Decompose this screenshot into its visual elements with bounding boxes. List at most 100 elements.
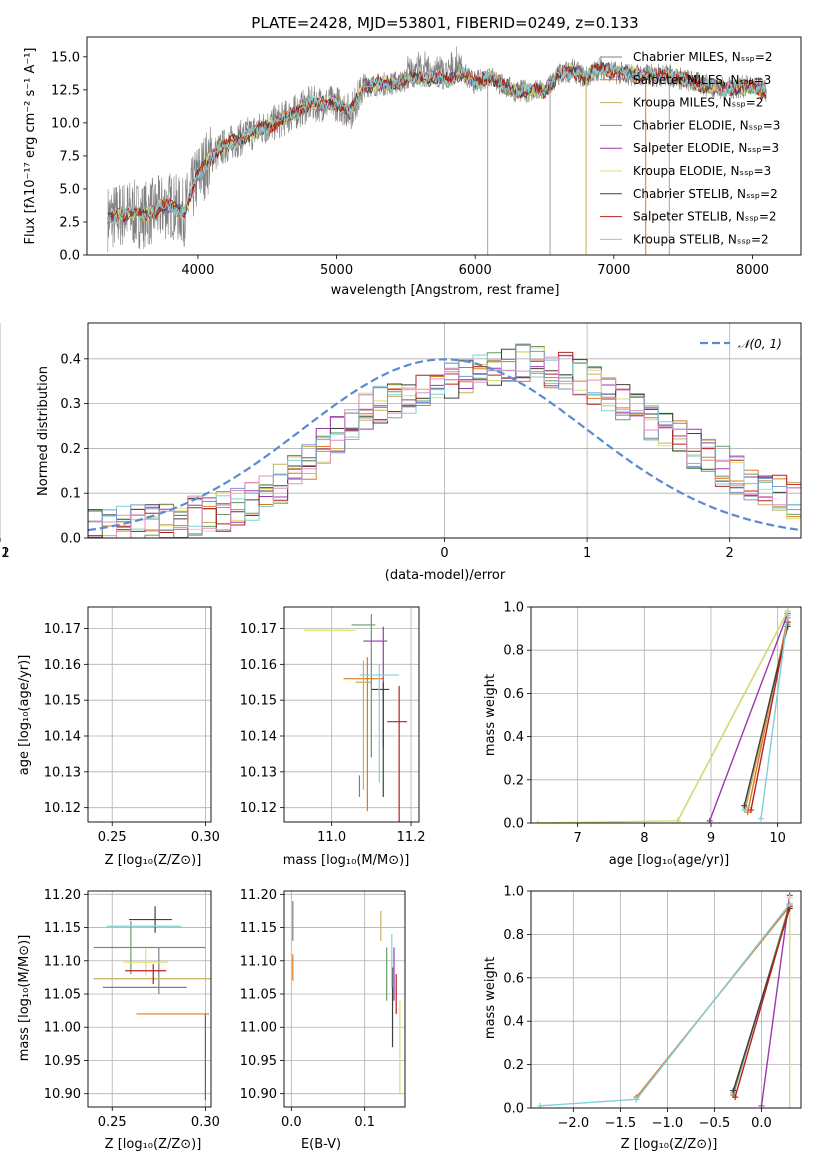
age-vs-z-panel: Z [log₁₀(Z/Z⊙)] age [log₁₀(age/yr)] 0.25… [17, 606, 220, 868]
y-tick-label: 11.15 [240, 921, 277, 936]
axes-frame [86, 36, 802, 256]
legend-label: Salpeter STELIB, Nₛₛₚ=2 [633, 210, 777, 224]
spectrum-xlabel: wavelength [Angstrom, rest frame] [331, 283, 560, 298]
y-tick-label: 0.4 [60, 352, 81, 367]
y-tick-label: 2.5 [59, 215, 80, 230]
y-tick-label: 15.0 [51, 50, 80, 65]
spectrum-lines [107, 46, 767, 255]
y-tick-label: 0.2 [503, 1058, 524, 1073]
y-tick-label: 10.13 [240, 765, 277, 780]
y-tick-label: 0.1 [60, 487, 81, 502]
weight-line [734, 906, 791, 1098]
y-tick-label: 10.15 [44, 694, 81, 709]
weight-line [747, 617, 789, 813]
weight-marker [730, 1087, 737, 1094]
age-vs-z-xlabel: Z [log₁₀(Z/Z⊙)] [105, 853, 202, 868]
x-tick-label: 0.30 [191, 1115, 220, 1130]
x-tick-label: 11.0 [317, 830, 346, 845]
x-tick-label: 8000 [736, 263, 769, 278]
x-tick-label: 8 [640, 831, 648, 846]
y-tick-label: 0.0 [59, 249, 80, 264]
weight-marker [786, 901, 793, 908]
weight-vs-age-panel: age [log₁₀(age/yr)] mass weight 7 8 9 10 0.0… [483, 601, 802, 868]
axes-frame [530, 890, 802, 1109]
y-tick-label: 11.20 [44, 888, 81, 903]
axes-frame [530, 606, 802, 824]
weight-marker [534, 820, 541, 823]
x-tick-label: 0 [440, 546, 448, 561]
histograms [88, 343, 801, 538]
y-tick-label: 10.95 [240, 1054, 277, 1069]
mass-vs-z-xlabel: Z [log₁₀(Z/Z⊙)] [105, 1137, 202, 1152]
y-tick-label: 0.6 [503, 687, 524, 702]
axes-frame [283, 606, 420, 823]
data-spectrum-line [107, 46, 767, 253]
x-tick-label: −1.5 [605, 1116, 637, 1131]
y-tick-label: 11.00 [44, 1021, 81, 1036]
y-tick-label: 12.5 [51, 83, 80, 98]
axes-frame [87, 606, 212, 823]
y-tick-label: 11.10 [44, 954, 81, 969]
x-tick-label: −2.0 [558, 1116, 590, 1131]
errorbars [90, 614, 207, 811]
legend-label: Salpeter MILES, Nₛₛₚ=3 [633, 73, 771, 87]
y-tick-label: 0.4 [503, 730, 524, 745]
legend-label: Kroupa MILES, Nₛₛₚ=2 [633, 96, 763, 110]
x-tick-label: −0.5 [699, 1116, 731, 1131]
errorbars [93, 906, 211, 1101]
axes-frame [283, 890, 406, 1108]
y-tick-label: 10.95 [44, 1054, 81, 1069]
x-tick-label: 0.30 [191, 830, 220, 845]
x-tick-label: 2 [726, 546, 734, 561]
normal-curve [88, 358, 801, 532]
y-tick-label: 10.14 [44, 730, 81, 745]
y-tick-label: 0.6 [503, 971, 524, 986]
y-tick-label: 10.16 [44, 658, 81, 673]
y-tick-label: 1.0 [503, 885, 524, 900]
weight-line [760, 895, 791, 1106]
x-tick-label: −1 [0, 546, 10, 561]
y-tick-label: 11.05 [44, 988, 81, 1003]
x-tick-label: −1.0 [652, 1116, 684, 1131]
x-tick-label: 11.2 [397, 830, 426, 845]
legend-label: Chabrier MILES, Nₛₛₚ=2 [633, 50, 773, 64]
age-vs-mass-xlabel: mass [log₁₀(M/M⊙)] [283, 853, 410, 868]
weight-vs-z-ylabel: mass weight [483, 957, 498, 1039]
y-tick-label: 5.0 [59, 182, 80, 197]
mass-vs-z-panel: Z [log₁₀(Z/Z⊙)] mass [log₁₀(M/M⊙)] 0.25 0… [17, 888, 220, 1152]
weight-marker [748, 807, 754, 814]
x-tick-label: 1 [583, 546, 591, 561]
y-tick-label: 10.14 [240, 730, 277, 745]
legend-label: Kroupa ELODIE, Nₛₛₚ=3 [633, 164, 771, 178]
legend-label: Salpeter ELODIE, Nₛₛₚ=3 [633, 141, 779, 155]
weight-marker [744, 809, 751, 816]
mass-vs-ebv-panel: E(B-V) 0.0 0.1 10.90 10.95 11.00 11.05 11.10 11… [240, 888, 406, 1152]
weight-vs-z-xlabel: Z [log₁₀(Z/Z⊙)] [621, 1137, 718, 1152]
spectrum-title: PLATE=2428, MJD=53801, FIBERID=0249, z=0… [251, 14, 638, 32]
x-tick-label: 0.0 [751, 1116, 772, 1131]
weight-marker [732, 1094, 739, 1101]
y-tick-label: 0.0 [503, 1102, 524, 1117]
legend-label: Chabrier STELIB, Nₛₛₚ=2 [633, 187, 778, 201]
histogram-step-line [88, 356, 801, 538]
model-spectrum-line [107, 65, 767, 226]
errorbars [303, 614, 408, 822]
x-tick-label: 0.25 [98, 830, 127, 845]
y-tick-label: 10.90 [44, 1087, 81, 1102]
y-tick-label: 7.5 [59, 149, 80, 164]
y-tick-label: 10.90 [240, 1087, 277, 1102]
legend-label: Kroupa STELIB, Nₛₛₚ=2 [633, 232, 769, 246]
legend-label: 𝒩(0, 1) [738, 337, 782, 351]
weight-marker [633, 1096, 640, 1103]
y-tick-label: 10.17 [240, 622, 277, 637]
y-tick-label: 0.3 [60, 397, 81, 412]
y-tick-label: 10.12 [44, 801, 81, 816]
errorbars [292, 900, 401, 1094]
y-tick-label: 0.0 [60, 532, 81, 547]
y-tick-label: 0.2 [60, 442, 81, 457]
axes-frame [87, 322, 802, 539]
residuals-ylabel: Normed distribution [36, 366, 51, 496]
y-tick-label: 0.2 [503, 773, 524, 788]
residuals-panel: (data-model)/error Normed distribution −… [0, 322, 802, 583]
